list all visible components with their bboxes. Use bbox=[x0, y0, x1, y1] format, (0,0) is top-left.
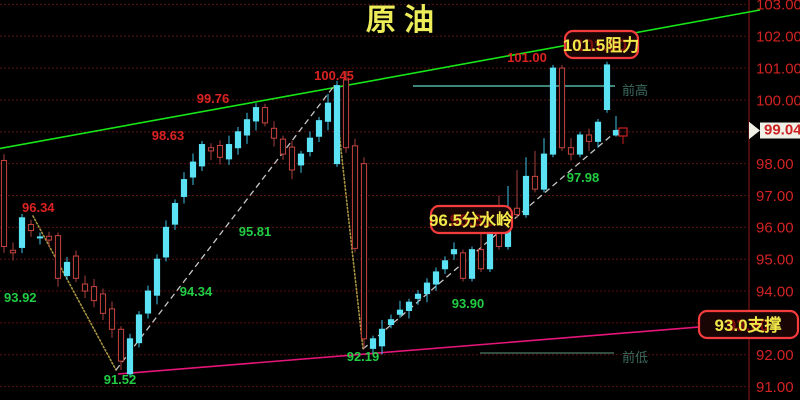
svg-text:91.00: 91.00 bbox=[756, 379, 794, 396]
svg-text:92.00: 92.00 bbox=[756, 347, 794, 364]
svg-text:103.00: 103.00 bbox=[756, 0, 800, 14]
svg-text:99.04: 99.04 bbox=[764, 122, 800, 139]
svg-text:92.19: 92.19 bbox=[347, 349, 380, 364]
svg-text:98.00: 98.00 bbox=[756, 156, 794, 173]
svg-text:97.98: 97.98 bbox=[567, 170, 600, 185]
svg-text:95.00: 95.00 bbox=[756, 252, 794, 269]
svg-text:原 油: 原 油 bbox=[366, 4, 434, 37]
svg-text:前低: 前低 bbox=[622, 350, 648, 365]
svg-text:前高: 前高 bbox=[622, 83, 648, 98]
svg-text:93.0支撑: 93.0支撑 bbox=[714, 315, 781, 335]
svg-text:100.00: 100.00 bbox=[756, 92, 800, 109]
svg-text:96.34: 96.34 bbox=[22, 200, 55, 215]
svg-text:93.90: 93.90 bbox=[452, 296, 485, 311]
svg-text:101.5阻力: 101.5阻力 bbox=[563, 35, 640, 55]
svg-text:97.00: 97.00 bbox=[756, 188, 794, 205]
svg-text:94.34: 94.34 bbox=[180, 284, 213, 299]
svg-text:101.00: 101.00 bbox=[507, 50, 547, 65]
svg-text:99.76: 99.76 bbox=[197, 91, 230, 106]
svg-text:101.00: 101.00 bbox=[756, 60, 800, 77]
svg-text:94.00: 94.00 bbox=[756, 283, 794, 300]
svg-text:93.92: 93.92 bbox=[4, 290, 37, 305]
svg-text:102.00: 102.00 bbox=[756, 29, 800, 46]
svg-text:96.5分水岭: 96.5分水岭 bbox=[429, 210, 513, 230]
svg-text:98.63: 98.63 bbox=[152, 128, 185, 143]
svg-text:100.45: 100.45 bbox=[314, 68, 354, 83]
svg-text:96.00: 96.00 bbox=[756, 220, 794, 237]
svg-text:91.52: 91.52 bbox=[104, 372, 137, 387]
svg-text:95.81: 95.81 bbox=[239, 224, 272, 239]
